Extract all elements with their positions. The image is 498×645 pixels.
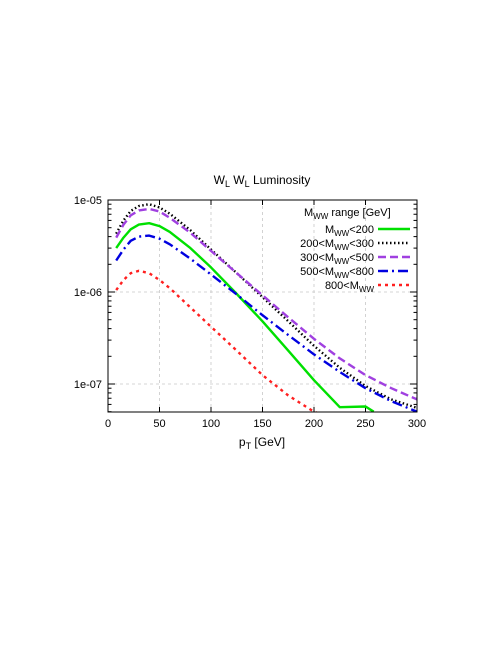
x-tick-label: 200 — [305, 418, 323, 430]
chart-title: WL WL Luminosity — [214, 173, 311, 189]
series-line-3 — [115, 207, 417, 401]
x-tick-label: 150 — [253, 418, 271, 430]
plot-frame — [107, 199, 418, 413]
legend-label: 800<MWW — [325, 280, 375, 294]
series-line-5 — [115, 269, 319, 412]
legend-label: MWW<200 — [325, 224, 374, 238]
grid — [108, 200, 417, 412]
y-tick-label: 1e-06 — [74, 287, 102, 299]
legend-title: MWW range [GeV] — [304, 207, 391, 221]
series-lines — [115, 202, 417, 412]
x-tick-label: 100 — [202, 418, 220, 430]
x-tick-label: 50 — [153, 418, 165, 430]
series-line-1 — [115, 221, 375, 412]
x-tick-label: 0 — [105, 418, 111, 430]
series-line-4 — [115, 234, 417, 412]
legend-label: 300<MWW<500 — [300, 252, 374, 266]
x-tick-label: 300 — [408, 418, 426, 430]
legend-label: 200<MWW<300 — [300, 238, 374, 252]
x-tick-label: 250 — [356, 418, 374, 430]
legend-label: 500<MWW<800 — [300, 266, 374, 280]
y-tick-label: 1e-05 — [74, 195, 102, 207]
x-axis-label: pT [GeV] — [239, 435, 285, 451]
legend: MWW range [GeV] MWW<200200<MWW<300300<MW… — [300, 207, 410, 294]
y-tick-label: 1e-07 — [74, 379, 102, 391]
